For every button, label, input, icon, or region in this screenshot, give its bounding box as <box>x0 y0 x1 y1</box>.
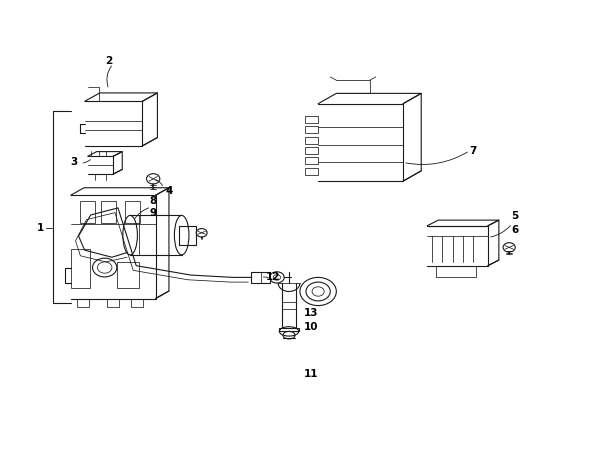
Text: 13: 13 <box>304 308 318 318</box>
Text: 3: 3 <box>71 157 78 167</box>
Text: 9: 9 <box>149 208 157 218</box>
Bar <box>76 298 89 307</box>
Text: 4: 4 <box>166 186 173 196</box>
Bar <box>252 272 270 283</box>
Text: 12: 12 <box>266 272 280 283</box>
Text: 6: 6 <box>512 226 519 236</box>
Text: 8: 8 <box>149 196 157 206</box>
Bar <box>305 137 318 143</box>
Bar <box>125 200 140 223</box>
Bar <box>305 168 318 175</box>
Text: 11: 11 <box>304 369 318 379</box>
Bar <box>305 126 318 133</box>
Bar <box>305 116 318 123</box>
Bar <box>132 298 143 307</box>
Bar <box>101 200 116 223</box>
Bar <box>107 298 119 307</box>
Bar <box>305 147 318 154</box>
Text: 5: 5 <box>512 211 519 221</box>
Text: 1: 1 <box>37 223 44 233</box>
Bar <box>305 157 318 164</box>
Bar <box>179 226 196 245</box>
Bar <box>71 249 90 288</box>
Bar <box>80 200 95 223</box>
Bar <box>279 328 299 332</box>
Text: 7: 7 <box>469 146 477 156</box>
Text: 2: 2 <box>105 57 113 66</box>
Text: 10: 10 <box>304 322 318 332</box>
Bar <box>118 262 139 288</box>
Bar <box>436 266 476 277</box>
